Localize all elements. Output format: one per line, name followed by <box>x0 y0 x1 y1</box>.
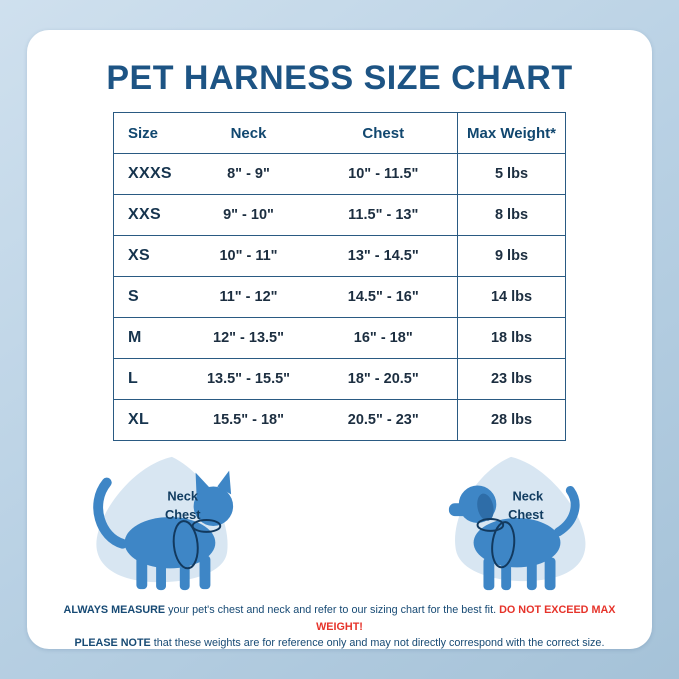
cat-chest-label: Chest <box>165 507 201 522</box>
cell-max-weight: 9 lbs <box>457 235 566 277</box>
cell-chest: 16" - 18" <box>353 330 413 346</box>
dog-ear <box>477 493 494 521</box>
cell-neck: 9" - 10" <box>223 207 274 223</box>
table-row-xl: XL 15.5" - 18" 20.5" - 23" 28 lbs <box>113 399 566 441</box>
column-header-max-weight: Max Weight* <box>457 112 566 154</box>
table-row-xs: XS 10" - 11" 13" - 14.5" 9 lbs <box>113 235 566 277</box>
cat-neck-label: Neck <box>167 488 199 503</box>
table-row-xxs: XXS 9" - 10" 11.5" - 13" 8 lbs <box>113 194 566 236</box>
cell-size: XXXS <box>128 165 172 182</box>
dog-illustration: Neck Chest <box>448 456 586 591</box>
dog-neck-measure-band <box>476 518 505 532</box>
footer-line1-text: your pet's chest and neck and refer to o… <box>165 604 500 616</box>
cell-size: XXS <box>128 206 161 223</box>
table-header-row: Size Neck Chest Max Weight* <box>113 112 566 154</box>
cell-neck: 13.5" - 15.5" <box>206 371 291 387</box>
cell-max-weight: 8 lbs <box>457 194 566 236</box>
table-row-m: M 12" - 13.5" 16" - 18" 18 lbs <box>113 317 566 359</box>
cell-neck: 10" - 11" <box>219 248 278 264</box>
cell-max-weight: 14 lbs <box>457 276 566 318</box>
cell-neck: 8" - 9" <box>227 166 270 182</box>
cell-size: L <box>128 370 139 387</box>
table-row-xxxs: XXXS 8" - 9" 10" - 11.5" 5 lbs <box>113 153 566 195</box>
cell-max-weight: 23 lbs <box>457 358 566 400</box>
footer-note: ALWAYS MEASURE your pet's chest and neck… <box>59 602 621 652</box>
cell-chest: 11.5" - 13" <box>348 207 419 223</box>
footer-always-measure-label: ALWAYS MEASURE <box>63 604 166 616</box>
cell-neck: 15.5" - 18" <box>213 412 284 428</box>
cat-chest-measure-band <box>172 520 199 570</box>
footer-please-note-label: PLEASE NOTE <box>74 637 151 650</box>
dog-chest-label: Chest <box>508 507 544 522</box>
cell-chest: 20.5" - 23" <box>347 412 419 428</box>
cell-size: S <box>128 288 139 305</box>
cell-chest: 13" - 14.5" <box>347 248 419 264</box>
dog-neck-label: Neck <box>513 488 545 503</box>
cell-chest: 18" - 20.5" <box>347 371 419 387</box>
measurement-illustrations: Neck Chest Neck Che <box>27 441 652 597</box>
table-row-l: L 13.5" - 15.5" 18" - 20.5" 23 lbs <box>113 358 566 400</box>
size-chart-card: PET HARNESS SIZE CHART Size Neck Chest M… <box>27 30 652 649</box>
cell-max-weight: 18 lbs <box>457 317 566 359</box>
cell-max-weight: 5 lbs <box>457 153 566 195</box>
dog-chest-measure-band <box>491 521 516 569</box>
cell-neck: 11" - 12" <box>219 289 278 305</box>
cell-neck: 12" - 13.5" <box>213 330 284 346</box>
column-header-neck: Neck <box>230 124 267 142</box>
table-row-s: S 11" - 12" 14.5" - 16" 14 lbs <box>113 276 566 318</box>
cell-size: XL <box>128 411 150 428</box>
cell-chest: 10" - 11.5" <box>348 166 419 182</box>
footer-line2-text: that these weights are for reference onl… <box>150 637 605 650</box>
size-table: Size Neck Chest Max Weight* XXXS 8" - 9"… <box>113 112 566 441</box>
cell-size: M <box>128 329 142 346</box>
cat-silhouette <box>93 470 234 591</box>
cell-max-weight: 28 lbs <box>457 399 566 441</box>
cell-size: XS <box>128 247 150 264</box>
footer-max-weight-warning: DO NOT EXCEED MAX WEIGHT! <box>316 604 616 633</box>
column-header-chest: Chest <box>362 124 405 142</box>
page-title: PET HARNESS SIZE CHART <box>106 59 573 97</box>
cat-illustration: Neck Chest <box>93 456 234 591</box>
cell-chest: 14.5" - 16" <box>347 289 419 305</box>
column-header-size: Size <box>128 124 159 142</box>
